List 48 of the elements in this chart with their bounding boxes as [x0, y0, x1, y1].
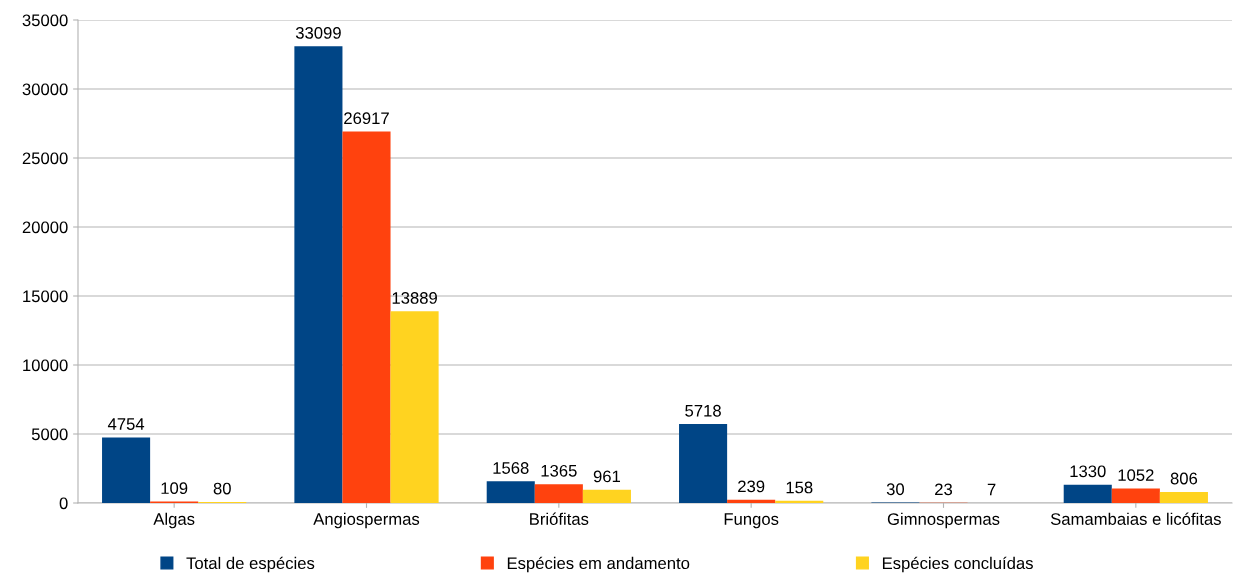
bar [1111, 488, 1160, 503]
data-label: 26917 [344, 112, 389, 125]
data-label: 1568 [493, 462, 529, 474]
data-label: 23 [935, 483, 953, 496]
x-tick-label: Gimnospermas [887, 512, 1000, 529]
y-tick-label: 10000 [23, 359, 68, 372]
bar [294, 46, 343, 503]
data-label: 109 [161, 482, 188, 495]
bar [534, 484, 583, 503]
data-label: 33099 [295, 26, 341, 39]
data-label: 1330 [1070, 465, 1106, 478]
data-label: 80 [213, 482, 231, 495]
bar [775, 500, 824, 503]
bar [390, 311, 439, 503]
y-tick-label: 25000 [22, 152, 68, 165]
bar [727, 499, 776, 503]
data-label: 30 [886, 483, 905, 496]
bar [486, 481, 535, 503]
bar [582, 489, 631, 503]
data-label: 806 [1170, 472, 1198, 485]
y-tick-label: 30000 [22, 83, 68, 96]
y-tick-label: 20000 [22, 221, 68, 234]
bar [1063, 484, 1112, 503]
data-label: 158 [786, 481, 813, 494]
data-label: 239 [738, 480, 765, 493]
data-label: 5718 [685, 404, 721, 417]
data-label: 1052 [1118, 469, 1154, 482]
data-label: 4754 [107, 418, 145, 430]
bar [1159, 491, 1208, 503]
legend-label: Total de espécies [186, 556, 315, 573]
y-tick-label: 15000 [23, 290, 68, 303]
bar [102, 437, 151, 503]
legend-label: Espécies concluídas [882, 556, 1033, 573]
data-label: 13889 [392, 292, 437, 304]
data-label: 961 [593, 470, 621, 483]
x-tick-label: Briófitas [530, 512, 589, 525]
x-tick-label: Angiospermas [313, 512, 420, 529]
legend-label: Espécies em andamento [507, 556, 690, 573]
data-label: 7 [987, 483, 996, 496]
y-tick-label: 35000 [22, 14, 68, 27]
y-tick-label: 0 [59, 497, 68, 510]
x-tick-label: Fungos [724, 513, 779, 529]
y-tick-label: 5000 [31, 428, 68, 441]
bar [342, 131, 391, 503]
bar [679, 424, 728, 503]
data-label: 1365 [541, 464, 577, 477]
x-tick-label: Algas [153, 512, 195, 529]
x-tick-label: Samambaias e licófitas [1050, 512, 1221, 525]
